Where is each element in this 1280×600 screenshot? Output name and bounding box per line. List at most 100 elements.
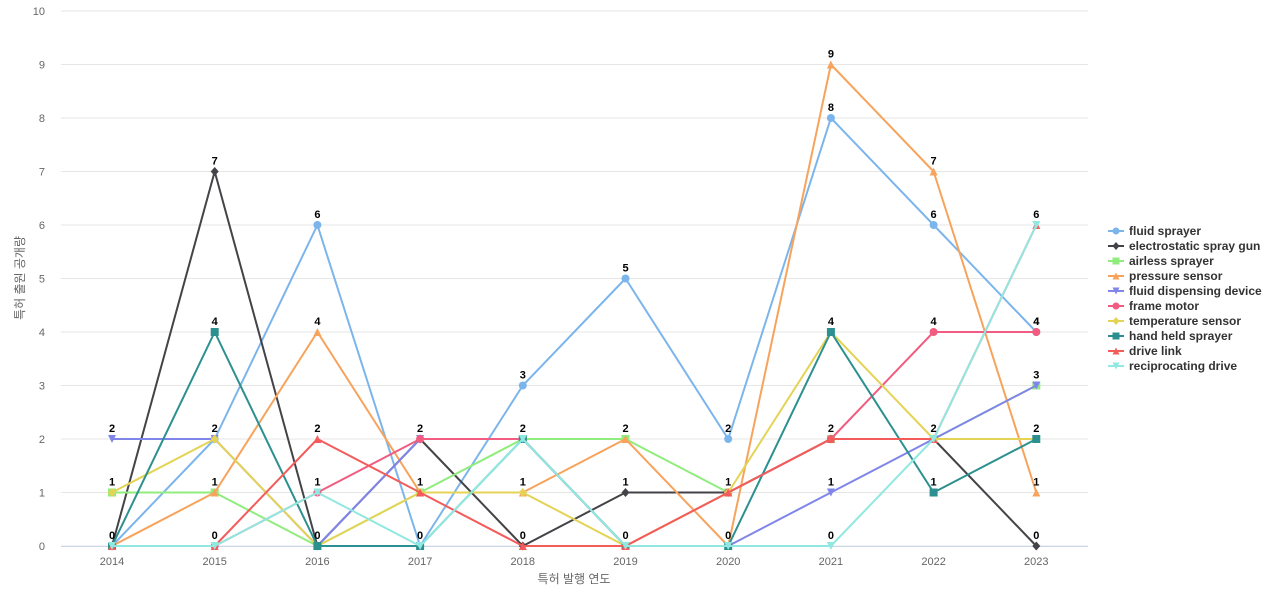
y-tick-label-0: 0 bbox=[39, 541, 45, 553]
x-tick-label-2021: 2021 bbox=[819, 556, 843, 568]
data-label-frame-motor-2023: 4 bbox=[1033, 316, 1040, 328]
legend-marker-frame-motor bbox=[1112, 302, 1120, 310]
data-label-electrostatic-spray-gun-2023: 0 bbox=[1033, 530, 1039, 542]
data-point-electrostatic-spray-gun-2023 bbox=[1032, 541, 1041, 551]
data-point-drive-link-2017 bbox=[416, 488, 425, 497]
legend-label-fluid-sprayer: fluid sprayer bbox=[1129, 224, 1201, 238]
data-point-hand-held-sprayer-2016 bbox=[313, 542, 322, 550]
data-label-reciprocating-drive-2016: 1 bbox=[314, 477, 320, 489]
data-point-reciprocating-drive-2022 bbox=[929, 435, 938, 443]
data-point-fluid-sprayer-2020 bbox=[724, 435, 733, 443]
legend-item-temperature-sensor[interactable]: temperature sensor bbox=[1108, 314, 1241, 328]
y-tick-label-8: 8 bbox=[39, 113, 45, 125]
legend-marker-hand-held-sprayer bbox=[1112, 332, 1120, 340]
data-label-fluid-sprayer-2022: 6 bbox=[931, 209, 937, 221]
data-point-drive-link-2020 bbox=[724, 488, 733, 497]
x-axis-title: 특허 발행 연도 bbox=[538, 571, 611, 586]
data-label-fluid-sprayer-2015: 2 bbox=[212, 423, 218, 435]
data-point-reciprocating-drive-2017 bbox=[416, 542, 425, 550]
legend-item-drive-link[interactable]: drive link bbox=[1108, 344, 1182, 358]
x-tick-label-2022: 2022 bbox=[921, 556, 945, 568]
data-point-reciprocating-drive-2014 bbox=[108, 542, 116, 550]
data-point-pressure-sensor-2016 bbox=[313, 328, 322, 336]
data-point-hand-held-sprayer-2022 bbox=[929, 488, 938, 497]
data-label-hand-held-sprayer-2015: 4 bbox=[212, 316, 219, 328]
data-point-electrostatic-spray-gun-2019 bbox=[621, 488, 630, 497]
data-label-hand-held-sprayer-2021: 4 bbox=[828, 316, 835, 328]
legend-marker-reciprocating-drive bbox=[1112, 362, 1120, 370]
series-line-reciprocating-drive bbox=[112, 224, 1038, 547]
legend-item-fluid-dispensing-device[interactable]: fluid dispensing device bbox=[1108, 284, 1262, 298]
data-label-drive-link-2015: 0 bbox=[212, 530, 218, 542]
x-axis-ticks: 2014 2015 2016 2017 2018 2019 2020 2021 2022 2023 bbox=[100, 556, 1049, 568]
data-label-frame-motor-2021: 2 bbox=[828, 423, 834, 435]
legend-label-airless-sprayer: airless sprayer bbox=[1129, 254, 1214, 268]
data-point-drive-link-2018 bbox=[518, 542, 527, 550]
y-tick-label-7: 7 bbox=[39, 167, 45, 179]
data-point-frame-motor-2023 bbox=[1032, 328, 1041, 336]
series-line-electrostatic-spray-gun bbox=[111, 170, 1038, 547]
data-label-electrostatic-spray-gun-2019: 1 bbox=[622, 477, 628, 489]
data-point-temperature-sensor-2018 bbox=[518, 488, 527, 497]
data-point-reciprocating-drive-2015 bbox=[210, 542, 219, 550]
data-point-reciprocating-drive-2019 bbox=[621, 542, 630, 550]
data-point-temperature-sensor-2015 bbox=[210, 434, 219, 444]
data-point-reciprocating-drive-2018 bbox=[518, 435, 527, 443]
data-label-fluid-sprayer-2019: 5 bbox=[622, 263, 628, 275]
legend-item-electrostatic-spray-gun[interactable]: electrostatic spray gun bbox=[1108, 239, 1260, 253]
legend-item-frame-motor[interactable]: frame motor bbox=[1108, 299, 1199, 313]
x-tick-label-2014: 2014 bbox=[100, 556, 124, 568]
series-pressure-sensor bbox=[108, 60, 1041, 550]
data-point-fluid-sprayer-2018 bbox=[518, 381, 527, 390]
data-label-airless-sprayer-2023: 3 bbox=[1033, 370, 1039, 382]
data-label-fluid-sprayer-2021: 8 bbox=[828, 102, 834, 114]
data-point-frame-motor-2022 bbox=[929, 328, 938, 336]
data-point-temperature-sensor-2014 bbox=[108, 488, 116, 497]
data-label-airless-sprayer-2014: 1 bbox=[109, 477, 115, 489]
legend-item-hand-held-sprayer[interactable]: hand held sprayer bbox=[1108, 329, 1233, 343]
data-point-hand-held-sprayer-2023 bbox=[1032, 435, 1041, 443]
data-label-pressure-sensor-2018: 1 bbox=[520, 477, 526, 489]
legend-label-hand-held-sprayer: hand held sprayer bbox=[1129, 329, 1233, 343]
data-label-airless-sprayer-2019: 2 bbox=[622, 423, 628, 435]
legend-marker-fluid-sprayer bbox=[1112, 227, 1120, 235]
y-axis-title: 특허 출원 공개량 bbox=[13, 236, 27, 320]
data-label-electrostatic-spray-gun-2014: 0 bbox=[109, 530, 115, 542]
y-tick-label-6: 6 bbox=[39, 220, 45, 232]
legend-item-pressure-sensor[interactable]: pressure sensor bbox=[1108, 269, 1223, 283]
data-point-fluid-sprayer-2021 bbox=[826, 114, 835, 122]
data-label-electrostatic-spray-gun-2020: 1 bbox=[725, 477, 731, 489]
x-tick-label-2017: 2017 bbox=[408, 556, 432, 568]
data-point-reciprocating-drive-2020 bbox=[724, 542, 733, 550]
legend-marker-temperature-sensor bbox=[1112, 317, 1120, 325]
data-label-fluid-sprayer-2018: 3 bbox=[520, 370, 526, 382]
legend-item-fluid-sprayer[interactable]: fluid sprayer bbox=[1108, 224, 1201, 238]
data-point-hand-held-sprayer-2015 bbox=[210, 328, 219, 336]
data-label-pressure-sensor-2022: 7 bbox=[931, 156, 937, 168]
legend-label-drive-link: drive link bbox=[1129, 344, 1182, 358]
data-point-drive-link-2016 bbox=[313, 435, 322, 443]
x-tick-label-2018: 2018 bbox=[511, 556, 535, 568]
legend-item-reciprocating-drive[interactable]: reciprocating drive bbox=[1108, 359, 1237, 373]
x-tick-label-2015: 2015 bbox=[202, 556, 226, 568]
data-point-pressure-sensor-2021 bbox=[826, 60, 835, 69]
data-label-pressure-sensor-2023: 1 bbox=[1033, 477, 1039, 489]
data-point-fluid-dispensing-device-2023 bbox=[1032, 381, 1041, 390]
data-label-reciprocating-drive-2021: 0 bbox=[828, 530, 834, 542]
data-label-airless-sprayer-2015: 1 bbox=[212, 477, 218, 489]
data-label-drive-link-2023: 6 bbox=[1033, 209, 1039, 221]
legend-item-airless-sprayer[interactable]: airless sprayer bbox=[1108, 254, 1214, 268]
x-tick-label-2016: 2016 bbox=[305, 556, 329, 568]
legend-label-reciprocating-drive: reciprocating drive bbox=[1129, 359, 1237, 373]
data-label-fluid-sprayer-2023: 4 bbox=[1033, 316, 1040, 328]
data-label-fluid-dispensing-device-2021: 1 bbox=[828, 477, 834, 489]
data-point-reciprocating-drive-2023 bbox=[1032, 221, 1041, 229]
data-label-airless-sprayer-2017: 1 bbox=[417, 477, 423, 489]
data-point-fluid-dispensing-device-2021 bbox=[826, 488, 835, 497]
y-tick-label-4: 4 bbox=[39, 327, 45, 339]
series-line-pressure-sensor bbox=[111, 63, 1038, 547]
data-point-electrostatic-spray-gun-2015 bbox=[210, 167, 219, 176]
